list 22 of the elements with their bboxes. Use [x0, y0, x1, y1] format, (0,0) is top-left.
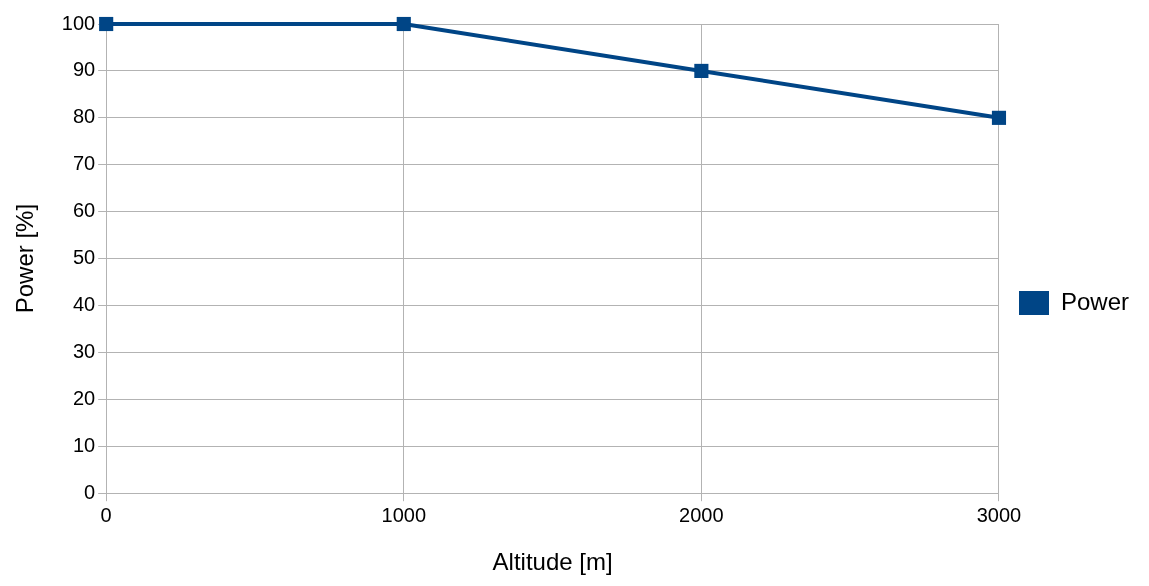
point	[99, 16, 114, 32]
y-tick-label: 90	[72, 58, 96, 81]
x-tick-label: 0	[100, 503, 112, 526]
point	[396, 16, 411, 32]
y-tick-label: 50	[72, 246, 96, 269]
y-tick-label: 100	[61, 11, 96, 34]
y-tick-label: 30	[72, 339, 96, 362]
y-tick-label: 80	[72, 105, 96, 128]
legend-label: Power	[1060, 287, 1130, 315]
y-tick-label: 40	[72, 293, 96, 316]
point	[694, 63, 709, 78]
point	[991, 110, 1007, 125]
y-tick-label: 70	[72, 152, 96, 175]
x-axis-title: Altitude [m]	[492, 548, 613, 576]
y-tick-label: 10	[72, 433, 96, 456]
y-tick-label: 20	[72, 386, 96, 409]
y-axis-title: Power [%]	[11, 203, 39, 314]
x-tick-label: 3000	[976, 503, 1022, 526]
y-tick-label: 60	[72, 199, 96, 222]
y-tick-label: 0	[84, 480, 96, 503]
x-tick-label: 1000	[381, 503, 427, 526]
x-tick-label: 2000	[679, 503, 724, 526]
